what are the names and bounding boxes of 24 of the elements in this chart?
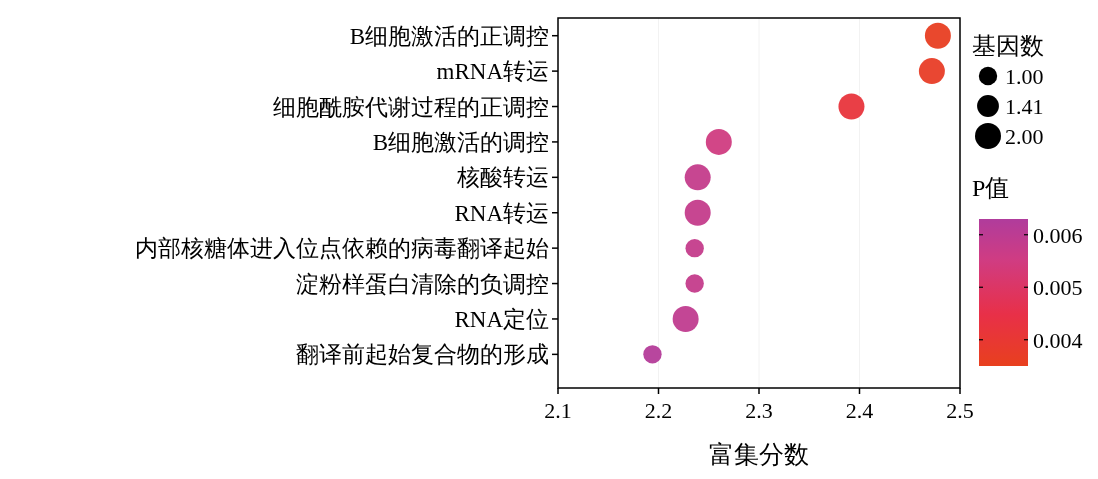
x-tick-label: 2.2	[644, 398, 673, 423]
color-bar-label: 0.004	[1033, 327, 1083, 353]
y-tick-label: B细胞激活的调控	[372, 129, 549, 155]
y-tick-label: 翻译前起始复合物的形成	[296, 342, 549, 368]
legend-label: 2.00	[1005, 124, 1044, 149]
legend-label: 1.41	[1005, 94, 1044, 119]
y-tick-label: 内部核糖体进入位点依赖的病毒翻译起始	[135, 236, 549, 262]
color-bar-label: 0.006	[1033, 222, 1083, 248]
x-tick-label: 2.1	[544, 398, 572, 423]
color-bar-label: 0.005	[1033, 275, 1083, 301]
x-tick-label: 2.3	[745, 398, 773, 423]
legend-label: 1.00	[1005, 64, 1044, 89]
y-tick-label: B细胞激活的正调控	[349, 23, 549, 49]
x-axis-title: 富集分数	[709, 441, 809, 468]
y-tick-label: mRNA转运	[436, 59, 549, 85]
x-tick-label: 2.5	[946, 398, 974, 423]
y-tick-label: RNA定位	[454, 306, 549, 332]
y-tick-label: 淀粉样蛋白清除的负调控	[296, 271, 549, 297]
legend-title: 基因数	[972, 33, 1044, 59]
y-tick-label: 细胞酰胺代谢过程的正调控	[273, 94, 549, 120]
y-tick-label: RNA转运	[454, 200, 549, 226]
color-bar-title: P值	[972, 175, 1010, 201]
x-tick-label: 2.4	[845, 398, 874, 423]
y-tick-label: 核酸转运	[456, 165, 549, 191]
